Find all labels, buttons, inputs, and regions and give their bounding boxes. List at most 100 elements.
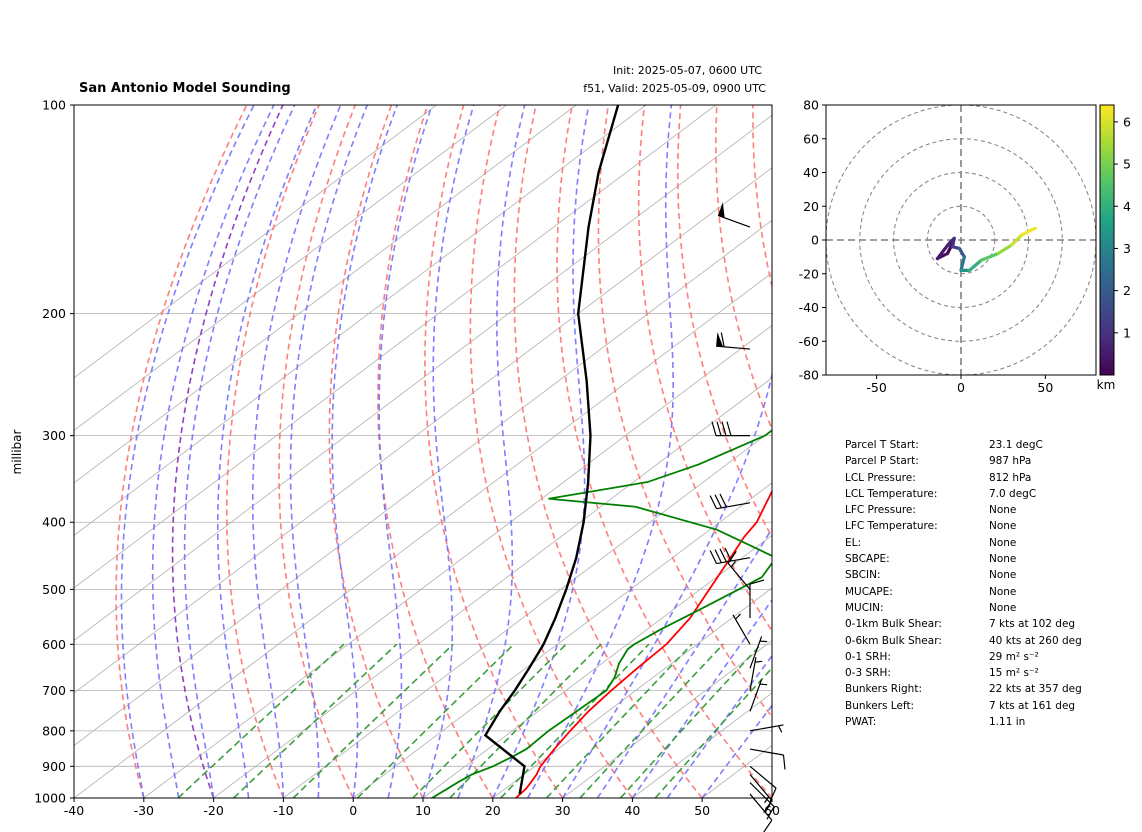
moist-adiabat bbox=[701, 704, 772, 798]
isotherm-line bbox=[74, 105, 647, 536]
x-tick-label: 0 bbox=[349, 803, 357, 818]
parameter-row: SBCAPE: None bbox=[845, 551, 1082, 567]
hodo-y-tick-label: 20 bbox=[803, 199, 819, 214]
y-tick-label: 800 bbox=[42, 723, 66, 738]
y-tick-label: 500 bbox=[42, 582, 66, 597]
height-colorbar bbox=[1099, 104, 1115, 376]
colorbar-label: km bbox=[1097, 378, 1116, 392]
hodo-x-tick-label: 50 bbox=[1037, 380, 1053, 395]
hodo-y-tick-label: 0 bbox=[811, 233, 819, 248]
parameter-value: 15 m² s⁻² bbox=[989, 667, 1039, 680]
y-tick-label: 200 bbox=[42, 306, 66, 321]
barb-full bbox=[709, 495, 718, 509]
barb-flag bbox=[716, 332, 724, 347]
parameter-row: MUCAPE: None bbox=[845, 584, 1082, 600]
parameter-value: None bbox=[989, 536, 1017, 549]
isotherm-line bbox=[74, 105, 437, 379]
moist-adiabat bbox=[492, 105, 590, 798]
barb-full bbox=[709, 550, 718, 564]
barb-staff bbox=[727, 562, 751, 590]
hodograph-plot: -50 0 50 -80 -60 -40 -20 0 20 40 60 80 1 2 3 4 5 6 km bbox=[799, 98, 1131, 396]
hodograph-segment bbox=[1020, 226, 1037, 237]
parameter-value: None bbox=[989, 553, 1017, 566]
parameter-label: Parcel P Start: bbox=[845, 455, 919, 468]
y-axis-label: millibar bbox=[10, 429, 24, 474]
wind-barb bbox=[749, 657, 763, 691]
parameter-label: SBCAPE: bbox=[845, 553, 890, 566]
y-tick-label: 100 bbox=[42, 98, 66, 113]
parameter-value: 7 kts at 161 deg bbox=[989, 699, 1076, 712]
parameter-row: Parcel P Start: 987 hPa bbox=[845, 453, 1082, 469]
x-tick-label: -20 bbox=[203, 803, 223, 818]
hodograph-segment bbox=[996, 243, 1014, 256]
dry-adiabat bbox=[115, 105, 248, 798]
x-tick-label: -40 bbox=[64, 803, 84, 818]
x-tick-label: 40 bbox=[624, 803, 640, 818]
parameter-value: 23.1 degC bbox=[989, 439, 1043, 451]
barb-half bbox=[735, 613, 741, 620]
barb-staff bbox=[749, 636, 763, 669]
y-tick-label: 900 bbox=[42, 759, 66, 774]
wind-barb bbox=[717, 202, 751, 228]
moist-adiabat bbox=[666, 654, 772, 798]
dry-adiabat bbox=[556, 105, 772, 798]
colorbar-tick-label: 4 bbox=[1123, 199, 1131, 214]
wind-barb bbox=[732, 613, 751, 645]
parameter-row: SBCIN: None bbox=[845, 567, 1082, 583]
barb-half bbox=[754, 660, 763, 663]
barb-full bbox=[749, 579, 765, 585]
barb-full bbox=[763, 800, 773, 813]
y-tick-label: 400 bbox=[42, 515, 66, 530]
mixing-ratio-line bbox=[177, 643, 345, 798]
parameter-label: LFC Temperature: bbox=[845, 520, 938, 533]
barb-full bbox=[763, 819, 773, 832]
colorbar-tick-label: 3 bbox=[1123, 241, 1131, 256]
x-tick-label: 50 bbox=[694, 803, 710, 818]
barb-staff bbox=[749, 793, 773, 821]
isotherm-line bbox=[74, 105, 717, 589]
barb-staff bbox=[732, 614, 751, 645]
barb-staff bbox=[716, 502, 751, 510]
hodo-y-tick-label: -20 bbox=[799, 266, 819, 281]
hodograph-segment bbox=[1010, 233, 1024, 247]
barb-full bbox=[719, 493, 727, 508]
hodograph-segment bbox=[967, 258, 983, 272]
barb-full bbox=[714, 494, 722, 509]
hodo-y-tick-label: 80 bbox=[803, 98, 819, 113]
barb-staff bbox=[749, 774, 773, 801]
barb-staff bbox=[716, 557, 751, 565]
colorbar-tick-label: 5 bbox=[1123, 157, 1131, 172]
mixing-ratio-line bbox=[579, 643, 724, 798]
barb-full bbox=[720, 332, 725, 347]
moist-adiabat bbox=[378, 105, 433, 798]
barb-half bbox=[764, 796, 770, 804]
dry-adiabat bbox=[469, 105, 634, 798]
moist-adiabat bbox=[631, 598, 772, 798]
x-tick-label: 10 bbox=[415, 803, 431, 818]
isotherm-line bbox=[492, 587, 772, 798]
mixing-ratio-line bbox=[500, 643, 650, 798]
hodo-x-tick-label: 0 bbox=[957, 380, 965, 395]
colorbar-axes: 1 2 3 4 5 6 bbox=[1114, 114, 1131, 340]
isotherm-line bbox=[352, 482, 772, 798]
wind-barb bbox=[749, 679, 768, 712]
hodo-y-tick-label: 60 bbox=[803, 131, 819, 146]
parameter-label: 0-3 SRH: bbox=[845, 667, 891, 680]
parameter-row: LFC Temperature: None bbox=[845, 518, 1082, 534]
hodograph-segment bbox=[935, 241, 951, 261]
parameter-value: None bbox=[989, 601, 1017, 614]
chart-title: San Antonio Model Sounding bbox=[79, 81, 291, 96]
parameter-value: 22 kts at 357 deg bbox=[989, 683, 1082, 696]
hodo-y-tick-label: -40 bbox=[799, 300, 819, 315]
hodograph-axes: -50 0 50 -80 -60 -40 -20 0 20 40 60 80 bbox=[799, 98, 1054, 396]
barb-staff bbox=[717, 214, 751, 228]
mixing-ratio-line bbox=[412, 643, 567, 798]
wind-barb bbox=[709, 547, 751, 565]
barb-full bbox=[769, 787, 777, 802]
parameter-row: LCL Temperature: 7.0 degC bbox=[845, 486, 1082, 502]
y-tick-label: 1000 bbox=[34, 791, 66, 806]
parameter-label: 0-1km Bulk Shear: bbox=[845, 618, 942, 631]
mixing-ratio-line bbox=[233, 643, 398, 798]
barb-full bbox=[724, 547, 732, 562]
y-tick-label: 700 bbox=[42, 683, 66, 698]
